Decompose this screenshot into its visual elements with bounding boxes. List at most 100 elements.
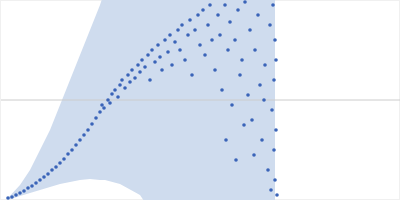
point (258, 83, 262, 87)
point (201, 8, 205, 12)
point (218, 33, 222, 37)
point (226, 48, 230, 52)
point (186, 33, 190, 37)
point (173, 40, 177, 44)
point (220, 88, 224, 92)
point (14, 193, 18, 197)
point (100, 103, 104, 107)
point (269, 188, 273, 192)
point (270, 108, 274, 112)
point (256, 13, 260, 17)
point (118, 83, 122, 87)
point (230, 103, 234, 107)
point (266, 168, 270, 172)
point (168, 33, 172, 37)
point (213, 68, 217, 72)
point (38, 178, 42, 182)
point (228, 20, 232, 24)
point (30, 184, 34, 188)
point (133, 76, 137, 80)
point (193, 28, 197, 32)
point (252, 153, 256, 157)
point (22, 189, 26, 193)
point (50, 168, 54, 172)
point (82, 133, 86, 137)
plot-area (0, 0, 400, 200)
point (178, 48, 182, 52)
point (274, 58, 278, 62)
point (210, 38, 214, 42)
point (6, 196, 10, 200)
point (123, 86, 127, 90)
point (253, 48, 257, 52)
point (273, 38, 277, 42)
point (158, 55, 162, 59)
point (94, 116, 98, 120)
point (143, 65, 147, 69)
point (271, 3, 275, 7)
point (42, 175, 46, 179)
point (260, 138, 264, 142)
point (110, 92, 114, 96)
point (238, 73, 242, 77)
point (233, 38, 237, 42)
point (176, 28, 180, 32)
point (153, 60, 157, 64)
point (236, 8, 240, 12)
point (170, 63, 174, 67)
point (248, 28, 252, 32)
point (216, 13, 220, 17)
point (275, 193, 279, 197)
point (223, 3, 227, 7)
point (156, 43, 160, 47)
point (273, 178, 277, 182)
point (90, 122, 94, 126)
point (206, 23, 210, 27)
point (130, 68, 134, 72)
y-axis (0, 0, 1, 200)
point (196, 13, 200, 17)
point (102, 106, 106, 110)
point (246, 93, 250, 97)
point (224, 138, 228, 142)
point (188, 18, 192, 22)
point (150, 48, 154, 52)
point (106, 98, 110, 102)
point (66, 152, 70, 156)
point (58, 161, 62, 165)
grid-line (0, 100, 400, 101)
point (180, 23, 184, 27)
point (140, 58, 144, 62)
point (274, 128, 278, 132)
point (272, 78, 276, 82)
point (108, 101, 112, 105)
point (208, 3, 212, 7)
point (86, 128, 90, 132)
point (268, 23, 272, 27)
point (242, 123, 246, 127)
point (148, 78, 152, 82)
point (234, 158, 238, 162)
point (243, 0, 247, 4)
point (163, 38, 167, 42)
point (26, 186, 30, 190)
point (116, 95, 120, 99)
point (190, 73, 194, 77)
point (262, 98, 266, 102)
point (183, 58, 187, 62)
point (166, 50, 170, 54)
point (120, 78, 124, 82)
point (263, 63, 267, 67)
point (54, 165, 58, 169)
point (138, 70, 142, 74)
point (128, 80, 132, 84)
point (70, 148, 74, 152)
point (160, 68, 164, 72)
point (98, 110, 102, 114)
point (146, 53, 150, 57)
point (113, 88, 117, 92)
point (78, 138, 82, 142)
point (74, 143, 78, 147)
point (198, 43, 202, 47)
point (203, 53, 207, 57)
